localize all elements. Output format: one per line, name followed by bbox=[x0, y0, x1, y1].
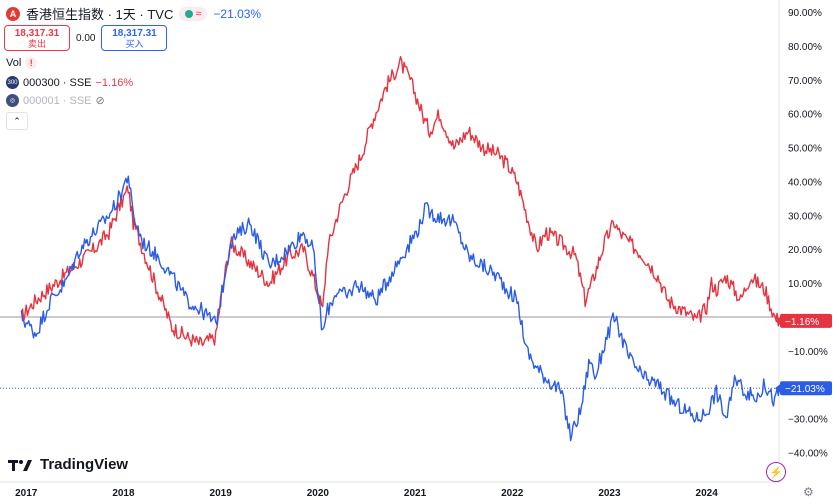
x-tick-label: 2017 bbox=[15, 488, 38, 499]
header-change: −21.03% bbox=[213, 6, 262, 21]
x-tick-label: 2023 bbox=[598, 488, 621, 499]
legend-series-1[interactable]: 300 000300 · SSE −1.16% bbox=[6, 76, 133, 89]
series-last-value-pointer bbox=[775, 316, 780, 325]
y-tick-label: 70.00% bbox=[788, 76, 822, 87]
y-tick-label: 40.00% bbox=[788, 177, 822, 188]
chart-title[interactable]: 香港恒生指数 · 1天 · TVC bbox=[26, 7, 174, 22]
series-last-value-pointer bbox=[775, 384, 780, 393]
buy-button[interactable]: 18,317.31 买入 bbox=[101, 25, 168, 51]
gear-icon[interactable]: ⚙ bbox=[803, 485, 814, 499]
series-line-000001 bbox=[20, 175, 781, 442]
buy-price: 18,317.31 bbox=[112, 27, 157, 39]
y-tick-label: 20.00% bbox=[788, 245, 822, 256]
lightning-icon[interactable]: ⚡ bbox=[766, 462, 786, 482]
x-tick-label: 2022 bbox=[501, 488, 524, 499]
y-tick-label: 10.00% bbox=[788, 279, 822, 290]
sell-label: 卖出 bbox=[27, 38, 46, 49]
buy-label: 买入 bbox=[125, 38, 144, 49]
series2-symbol-icon: ◎ bbox=[6, 94, 19, 107]
x-tick-label: 2018 bbox=[112, 488, 135, 499]
series-line-000300 bbox=[20, 56, 781, 347]
x-tick-label: 2021 bbox=[404, 488, 427, 499]
series2-name: 000001 · SSE bbox=[23, 94, 92, 107]
chart-header: A 香港恒生指数 · 1天 · TVC ≈ −21.03% bbox=[6, 4, 261, 23]
legend-series-2[interactable]: ◎ 000001 · SSE ⊘ bbox=[6, 94, 105, 107]
series-last-value-box bbox=[780, 313, 832, 328]
trade-panel: 18,317.31 卖出 0.00 18,317.31 买入 bbox=[4, 25, 168, 51]
series1-symbol-icon: 300 bbox=[6, 76, 19, 89]
legend-vol[interactable]: Vol ! bbox=[6, 57, 38, 69]
brand-label: TradingView bbox=[40, 456, 129, 473]
series1-name: 000300 · SSE bbox=[23, 76, 92, 89]
hidden-eye-icon[interactable]: ⊘ bbox=[95, 95, 105, 107]
tradingview-logo-icon bbox=[8, 459, 32, 471]
y-tick-label: 90.00% bbox=[788, 8, 822, 19]
y-tick-label: 30.00% bbox=[788, 211, 822, 222]
spread-value: 0.00 bbox=[76, 32, 96, 44]
y-tick-label: 50.00% bbox=[788, 144, 822, 155]
series-last-value-label: −21.03% bbox=[785, 384, 825, 395]
y-tick-label: 60.00% bbox=[788, 110, 822, 121]
series-last-value-label: −1.16% bbox=[785, 317, 819, 328]
sell-button[interactable]: 18,317.31 卖出 bbox=[4, 25, 70, 51]
market-open-dot-icon bbox=[185, 9, 194, 18]
y-tick-label: −10.00% bbox=[788, 347, 828, 358]
y-tick-label: 80.00% bbox=[788, 42, 822, 53]
tradingview-logo[interactable]: TradingView bbox=[8, 456, 128, 473]
wave-icon: ≈ bbox=[195, 7, 202, 20]
series-last-value-box bbox=[780, 381, 832, 396]
x-tick-label: 2024 bbox=[696, 488, 719, 499]
warning-icon[interactable]: ! bbox=[25, 57, 38, 69]
y-tick-label: −40.00% bbox=[788, 449, 828, 460]
y-tick-label: −30.00% bbox=[788, 415, 828, 426]
x-tick-label: 2020 bbox=[307, 488, 330, 499]
x-tick-label: 2019 bbox=[210, 488, 233, 499]
vol-label: Vol bbox=[6, 57, 22, 69]
market-status-pill[interactable]: ≈ bbox=[179, 6, 208, 21]
sell-price: 18,317.31 bbox=[14, 27, 60, 39]
hsi-logo-icon: A bbox=[6, 6, 20, 21]
collapse-legend-button[interactable]: ⌃ bbox=[6, 112, 28, 130]
series1-change: −1.16% bbox=[95, 76, 134, 89]
